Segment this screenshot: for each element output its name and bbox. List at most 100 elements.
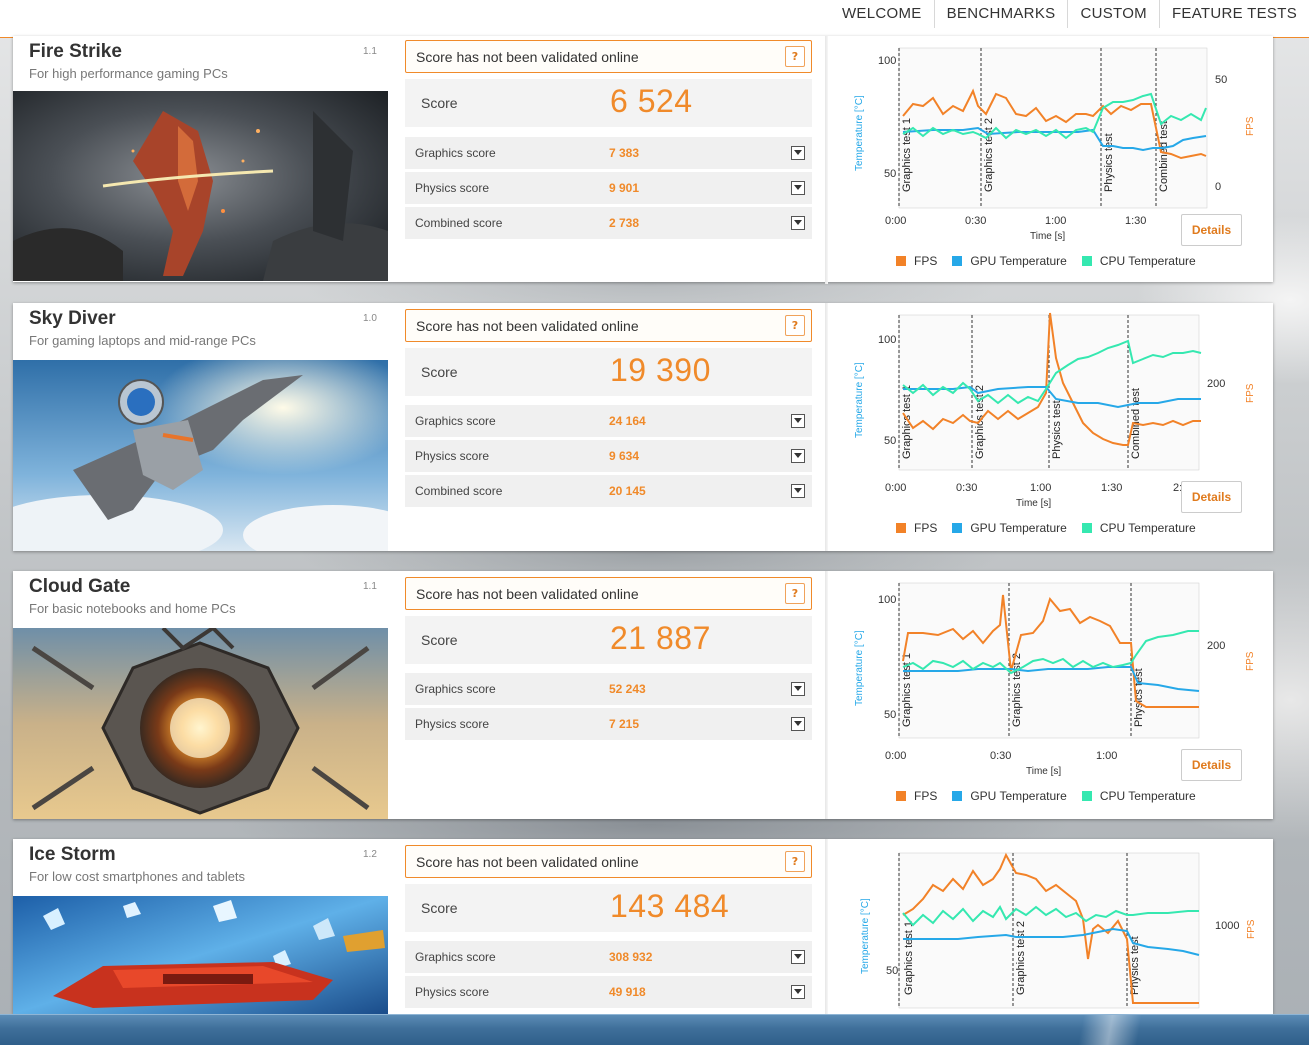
legend-item-gpu-temperature[interactable]: GPU Temperature — [952, 254, 1067, 268]
details-button[interactable]: Details — [1181, 214, 1242, 246]
expand-icon[interactable] — [791, 985, 805, 999]
subscore-row[interactable]: Physics score 9 901 — [405, 172, 812, 204]
legend-swatch — [896, 256, 906, 266]
subscore-row[interactable]: Combined score 20 145 — [405, 475, 812, 507]
monitoring-chart: Temperature [°C] FPS 100 50 50 0 0:00 0:… — [828, 36, 1273, 284]
time-tick: 0:00 — [885, 750, 906, 762]
legend-label: GPU Temperature — [970, 254, 1067, 268]
expand-icon[interactable] — [791, 414, 805, 428]
validation-text: Score has not been validated online — [416, 49, 639, 65]
subscore-row[interactable]: Graphics score 308 932 — [405, 941, 812, 973]
score-panel: Score has not been validated online ? Sc… — [405, 839, 812, 1014]
help-button[interactable]: ? — [785, 851, 805, 872]
legend-swatch — [1081, 791, 1092, 801]
subscore-label: Combined score — [415, 484, 503, 498]
subscore-value: 9 901 — [609, 181, 640, 195]
subscore-row[interactable]: Physics score 9 634 — [405, 440, 812, 472]
legend-item-fps[interactable]: FPS — [896, 789, 937, 803]
time-tick: 0:30 — [956, 482, 977, 494]
legend-item-gpu-temperature[interactable]: GPU Temperature — [952, 521, 1067, 535]
chart-legend: FPS GPU Temperature CPU Temperature — [896, 789, 1211, 803]
fps-tick: 1000 — [1215, 920, 1239, 932]
expand-icon[interactable] — [791, 484, 805, 498]
subscore-row[interactable]: Graphics score 24 164 — [405, 405, 812, 437]
benchmark-title[interactable]: Fire Strike — [29, 41, 122, 62]
subscore-row[interactable]: Physics score 7 215 — [405, 708, 812, 740]
details-button[interactable]: Details — [1181, 749, 1242, 781]
fps-tick: 200 — [1207, 378, 1225, 390]
subscore-row[interactable]: Physics score 49 918 — [405, 976, 812, 1008]
subscore-row[interactable]: Combined score 2 738 — [405, 207, 812, 239]
legend-item-cpu-temperature[interactable]: CPU Temperature — [1081, 789, 1196, 803]
benchmark-thumbnail[interactable] — [13, 628, 388, 819]
legend-item-fps[interactable]: FPS — [896, 254, 937, 268]
subscore-value: 24 164 — [609, 414, 646, 428]
details-button[interactable]: Details — [1181, 481, 1242, 513]
overall-score: Score 21 887 — [405, 616, 812, 664]
expand-icon[interactable] — [791, 181, 805, 195]
panel-divider — [825, 303, 828, 551]
overall-score: Score 143 484 — [405, 884, 812, 932]
help-button[interactable]: ? — [785, 583, 805, 604]
legend-item-gpu-temperature[interactable]: GPU Temperature — [952, 789, 1067, 803]
subscore-row[interactable]: Graphics score 52 243 — [405, 673, 812, 705]
score-value: 19 390 — [610, 352, 711, 388]
validation-notice: Score has not been validated online ? — [405, 577, 812, 610]
score-value: 143 484 — [610, 888, 730, 924]
temp-tick: 100 — [878, 594, 896, 606]
temp-tick: 100 — [878, 334, 896, 346]
monitoring-chart-svg: Temperature [°C] FPS 100 50 50 0 0:00 0:… — [854, 47, 1256, 242]
benchmark-version: 1.2 — [363, 849, 377, 860]
subscore-label: Combined score — [415, 216, 503, 230]
expand-icon[interactable] — [791, 682, 805, 696]
time-axis-label: Time [s] — [1016, 498, 1051, 509]
subscore-label: Graphics score — [415, 682, 496, 696]
section-label: Graphics test 2 — [983, 118, 995, 192]
legend-swatch — [952, 256, 963, 266]
benchmark-thumbnail[interactable] — [13, 360, 388, 551]
subscore-row[interactable]: Graphics score 7 383 — [405, 137, 812, 169]
legend-swatch — [896, 523, 906, 533]
panel-divider — [825, 36, 828, 284]
expand-icon[interactable] — [791, 449, 805, 463]
fps-axis-label: FPS — [1245, 116, 1256, 136]
benchmark-title[interactable]: Cloud Gate — [29, 576, 131, 597]
menu-welcome[interactable]: WELCOME — [841, 5, 922, 22]
legend-swatch — [952, 523, 963, 533]
benchmark-title[interactable]: Sky Diver — [29, 308, 116, 329]
benchmark-thumbnail[interactable] — [13, 896, 388, 1014]
chart-legend: FPS GPU Temperature CPU Temperature — [896, 254, 1211, 268]
expand-icon[interactable] — [791, 146, 805, 160]
expand-icon[interactable] — [791, 216, 805, 230]
panel-divider — [825, 839, 828, 1014]
time-axis-label: Time [s] — [1030, 231, 1065, 242]
cpu-temperature-line — [902, 339, 1202, 405]
benchmark-subtitle: For gaming laptops and mid-range PCs — [29, 333, 256, 348]
legend-item-fps[interactable]: FPS — [896, 521, 937, 535]
help-button[interactable]: ? — [785, 46, 805, 67]
legend-label: CPU Temperature — [1099, 789, 1196, 803]
gpu-temperature-line — [902, 126, 1207, 152]
benchmark-card-sky-diver: Sky Diver For gaming laptops and mid-ran… — [13, 303, 1273, 551]
overall-score: Score 6 524 — [405, 79, 812, 127]
benchmark-info: Sky Diver For gaming laptops and mid-ran… — [13, 303, 388, 551]
legend-swatch — [1081, 256, 1092, 266]
temp-tick: 50 — [884, 709, 896, 721]
expand-icon[interactable] — [791, 950, 805, 964]
expand-icon[interactable] — [791, 717, 805, 731]
menu-custom[interactable]: CUSTOM — [1067, 0, 1159, 28]
menu-benchmarks[interactable]: BENCHMARKS — [933, 0, 1068, 28]
temp-axis-label: Temperature [°C] — [854, 630, 865, 706]
time-tick: 0:00 — [885, 482, 906, 494]
fps-axis-label: FPS — [1246, 919, 1257, 939]
benchmark-title[interactable]: Ice Storm — [29, 844, 116, 865]
score-label: Score — [421, 95, 458, 111]
help-button[interactable]: ? — [785, 315, 805, 336]
benchmark-subtitle: For low cost smartphones and tablets — [29, 869, 246, 884]
legend-item-cpu-temperature[interactable]: CPU Temperature — [1081, 521, 1196, 535]
menu-feature-tests[interactable]: FEATURE TESTS — [1158, 0, 1309, 28]
fps-tick: 0 — [1215, 181, 1221, 193]
benchmark-thumbnail[interactable] — [13, 91, 388, 281]
score-panel: Score has not been validated online ? Sc… — [405, 36, 812, 284]
legend-item-cpu-temperature[interactable]: CPU Temperature — [1081, 254, 1196, 268]
